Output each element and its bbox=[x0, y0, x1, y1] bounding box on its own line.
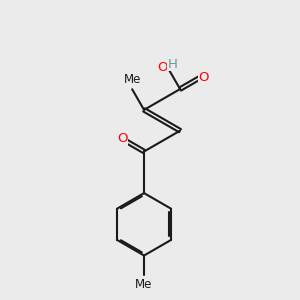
Text: O: O bbox=[157, 61, 167, 74]
Text: O: O bbox=[117, 132, 128, 146]
Text: O: O bbox=[198, 71, 209, 84]
Text: Me: Me bbox=[124, 73, 141, 86]
Text: H: H bbox=[168, 58, 178, 71]
Text: Me: Me bbox=[135, 278, 153, 291]
